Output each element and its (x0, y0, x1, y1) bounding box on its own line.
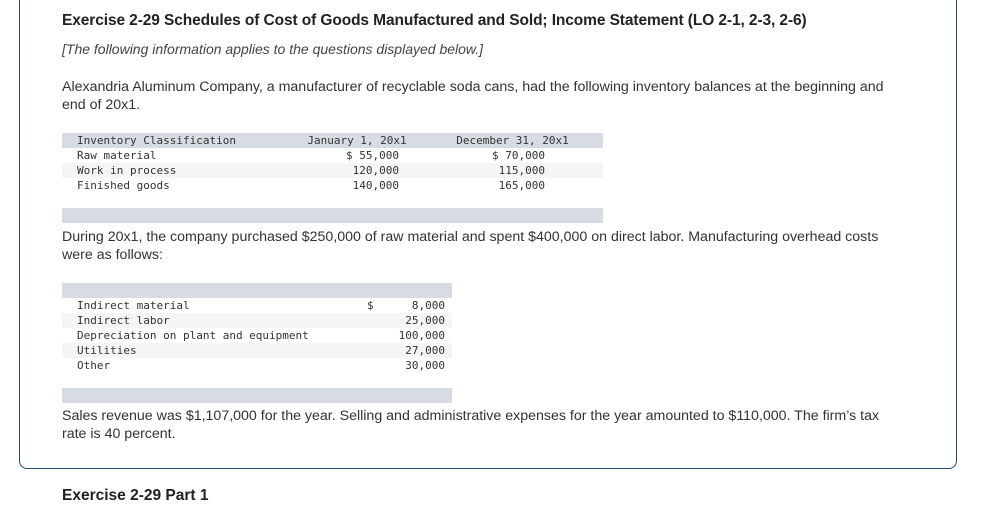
column-header-jan: January 1, 20x1 (292, 133, 422, 148)
currency-symbol (367, 313, 397, 328)
table-footer-band (62, 208, 603, 223)
amount-value: 27,000 (397, 343, 452, 358)
jan-value: 140,000 (352, 179, 399, 192)
exercise-panel (19, 0, 957, 469)
amount-value: 100,000 (398, 329, 445, 342)
dec-value: 115,000 (422, 163, 603, 178)
dec-value: 165,000 (498, 179, 545, 192)
overhead-table: Indirect material $ 8,000 Indirect labor… (62, 283, 452, 403)
jan-value: 120,000 (292, 163, 422, 178)
middle-paragraph: During 20x1, the company purchased $250,… (62, 229, 879, 263)
row-label: Indirect labor (62, 313, 367, 328)
column-header-classification: Inventory Classification (62, 133, 292, 148)
table-row: Raw material $ 55,000 $ 70,000 (62, 148, 603, 163)
table-spacer (62, 193, 603, 208)
intro-paragraph: Alexandria Aluminum Company, a manufactu… (62, 79, 884, 113)
table-spacer (62, 373, 452, 388)
amount-value: 8,000 (411, 299, 445, 312)
currency-symbol: $ (367, 299, 374, 312)
closing-paragraph: Sales revenue was $1,107,000 for the yea… (62, 408, 880, 442)
row-label: Raw material (77, 149, 157, 162)
exercise-title: Exercise 2-29 Schedules of Cost of Goods… (62, 12, 807, 29)
next-section-heading: Exercise 2-29 Part 1 (62, 487, 209, 504)
row-label: Indirect material (77, 299, 190, 312)
row-label: Work in process (62, 163, 292, 178)
currency-symbol (367, 328, 397, 343)
table-row: Utilities 27,000 (62, 343, 452, 358)
table-row: Depreciation on plant and equipment 100,… (62, 328, 452, 343)
table-row: Indirect material $ 8,000 (62, 298, 452, 313)
jan-value: $ 55,000 (346, 149, 399, 162)
column-header-dec: December 31, 20x1 (422, 133, 603, 148)
row-label: Depreciation on plant and equipment (77, 329, 309, 342)
dec-value: $ 70,000 (492, 149, 545, 162)
amount-value: 30,000 (405, 359, 445, 372)
amount-value: 25,000 (397, 313, 452, 328)
table-header-band (62, 283, 452, 298)
row-label: Utilities (62, 343, 367, 358)
table-row: Other 30,000 (62, 358, 452, 373)
row-label: Finished goods (77, 179, 170, 192)
table-row: Indirect labor 25,000 (62, 313, 452, 328)
currency-symbol (367, 358, 397, 373)
exercise-note: [The following information applies to th… (62, 41, 484, 57)
inventory-table: Inventory Classification January 1, 20x1… (62, 133, 603, 223)
table-row: Work in process 120,000 115,000 (62, 163, 603, 178)
row-label: Other (77, 359, 111, 372)
table-row: Finished goods 140,000 165,000 (62, 178, 603, 193)
table-footer-band (62, 388, 452, 403)
table-header-row: Inventory Classification January 1, 20x1… (62, 133, 603, 148)
currency-symbol (367, 343, 397, 358)
